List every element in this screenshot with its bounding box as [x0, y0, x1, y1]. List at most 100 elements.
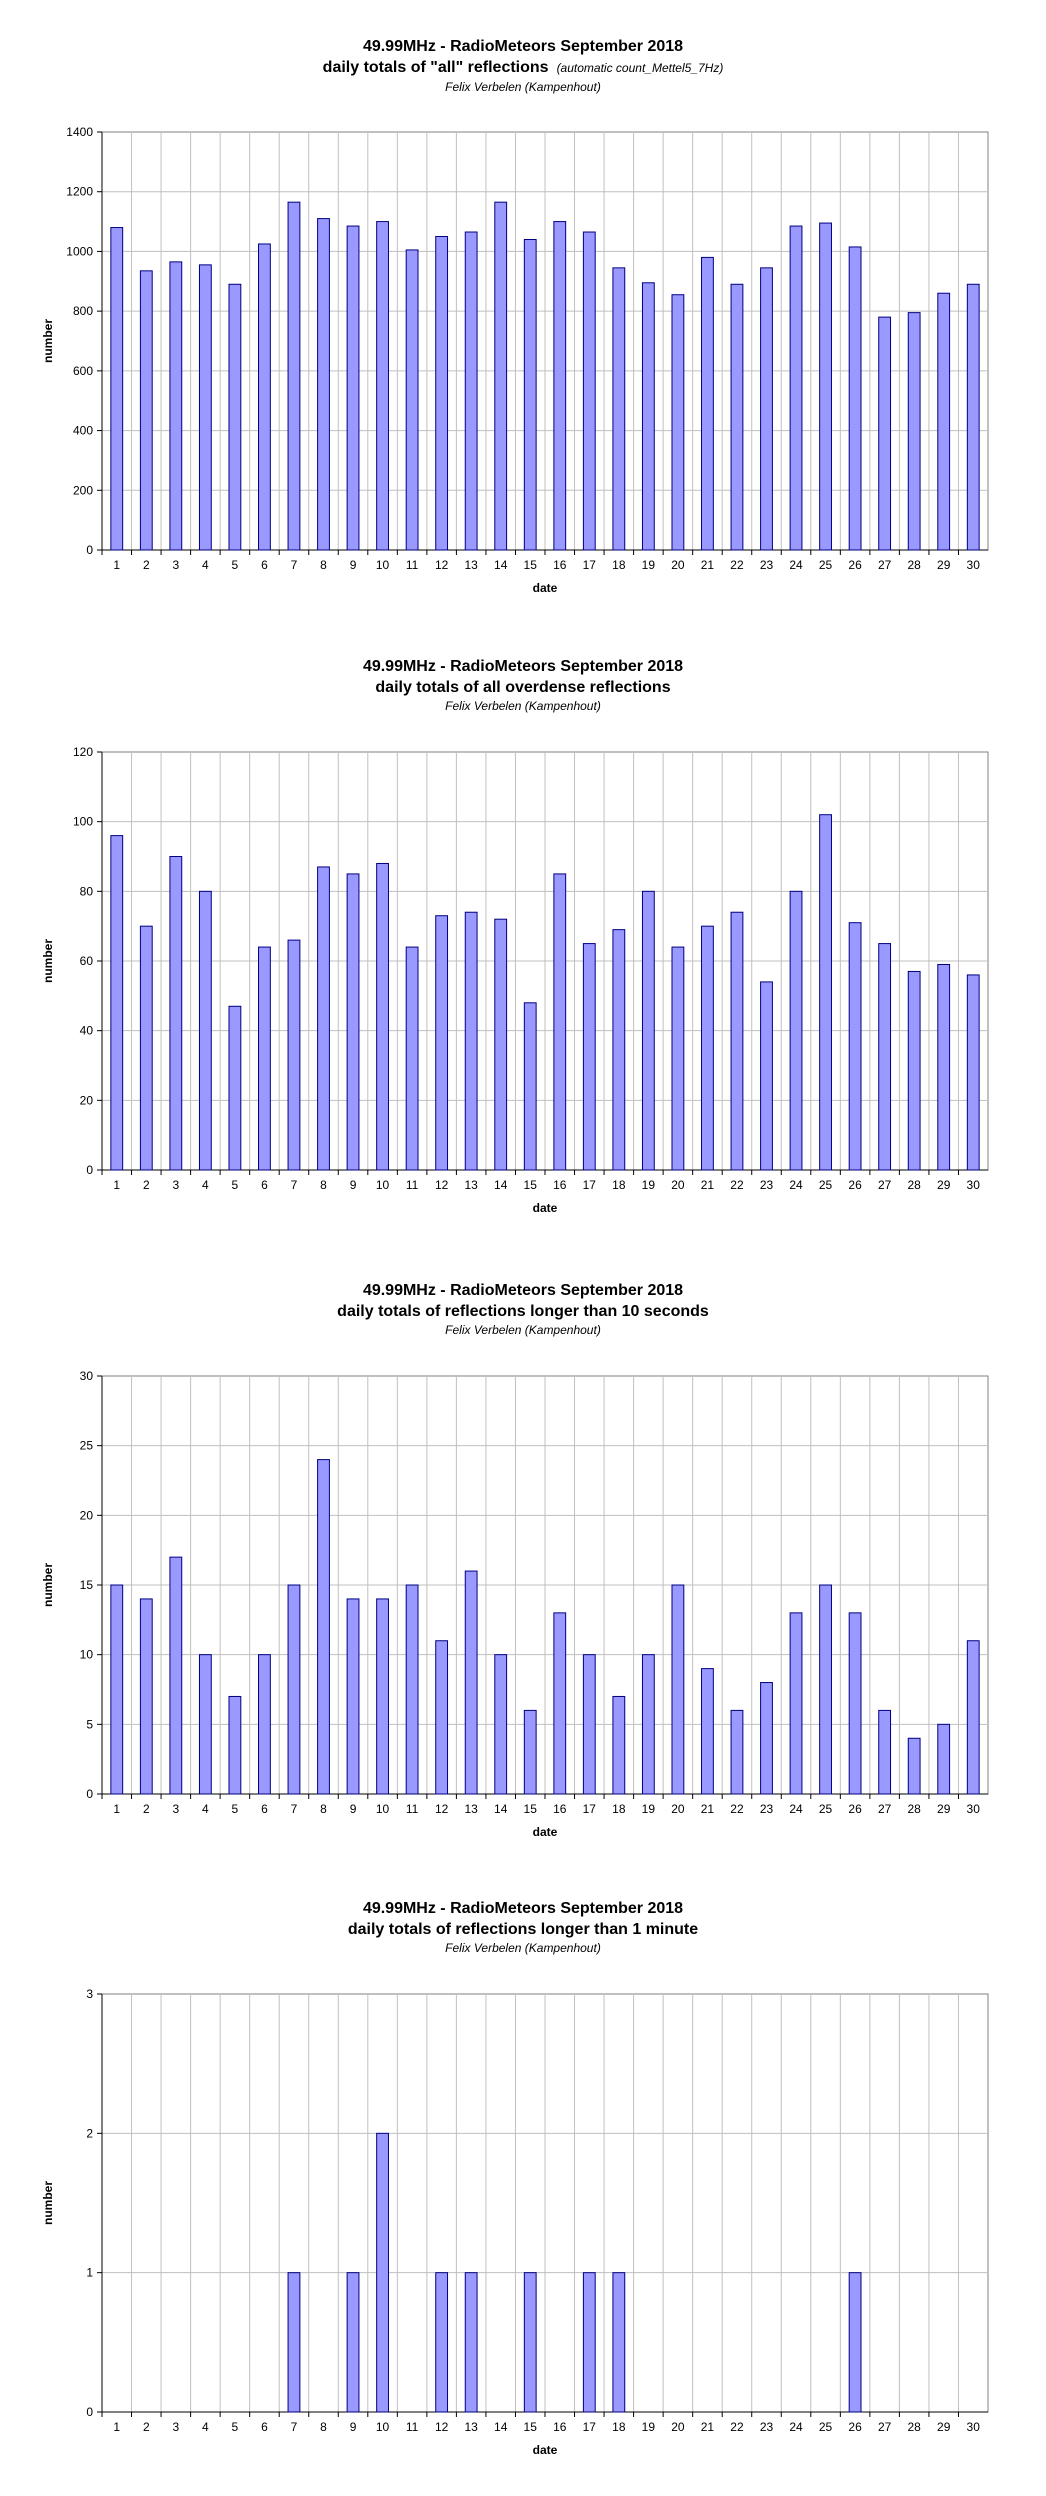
x-tick-label: 3: [172, 2420, 179, 2434]
x-tick-label: 13: [464, 558, 478, 572]
bar: [907, 312, 921, 551]
x-tick-label: 14: [494, 1802, 508, 1816]
bar: [317, 218, 330, 551]
x-axis-label: date: [533, 1201, 558, 1215]
chart-3-author: Felix Verbelen (Kampenhout): [445, 1323, 601, 1337]
bar: [819, 814, 832, 1171]
x-tick-label: 7: [291, 558, 298, 572]
x-tick-label: 25: [819, 1178, 833, 1192]
chart-2-subtitle: daily totals of all overdense reflection…: [0, 677, 1046, 698]
x-tick-label: 2: [143, 2420, 150, 2434]
bar: [139, 270, 153, 551]
bar: [464, 911, 478, 1171]
bar: [730, 1709, 744, 1795]
x-tick-label: 21: [701, 1178, 715, 1192]
bar: [937, 292, 951, 551]
bar: [582, 1654, 596, 1795]
bar: [582, 231, 596, 551]
bar: [405, 1584, 419, 1795]
x-tick-label: 24: [789, 558, 803, 572]
x-tick-label: 17: [583, 1802, 597, 1816]
x-tick-label: 5: [232, 1178, 239, 1192]
x-tick-label: 20: [671, 2420, 685, 2434]
bar: [553, 873, 567, 1171]
bar: [346, 225, 360, 551]
bar: [110, 1584, 124, 1795]
bar: [346, 873, 360, 1171]
x-tick-label: 24: [789, 2420, 803, 2434]
bar: [169, 856, 183, 1171]
x-tick-label: 4: [202, 1178, 209, 1192]
bar: [641, 282, 655, 551]
bar: [139, 1598, 153, 1795]
chart-2-title: 49.99MHz - RadioMeteors September 2018: [362, 658, 684, 675]
x-tick-label: 1: [113, 2420, 120, 2434]
x-tick-label: 3: [172, 558, 179, 572]
x-tick-label: 18: [612, 1802, 626, 1816]
y-tick-label: 5: [86, 1717, 93, 1731]
bar: [523, 238, 537, 551]
x-tick-label: 8: [320, 1178, 327, 1192]
chart-4-subtitle: daily totals of reflections longer than …: [0, 1919, 1046, 1940]
x-tick-label: 13: [464, 1178, 478, 1192]
x-tick-label: 7: [291, 1178, 298, 1192]
x-tick-label: 17: [583, 558, 597, 572]
bar: [435, 1640, 449, 1795]
x-tick-label: 7: [291, 2420, 298, 2434]
bar: [198, 264, 212, 551]
x-tick-label: 5: [232, 1802, 239, 1816]
x-tick-label: 11: [406, 1802, 419, 1816]
bar: [228, 283, 242, 551]
x-tick-label: 17: [583, 2420, 597, 2434]
x-tick-label: 4: [202, 1802, 209, 1816]
bar: [169, 1556, 183, 1795]
bar: [848, 1612, 862, 1795]
chart-3-title: 49.99MHz - RadioMeteors September 2018: [362, 1282, 684, 1299]
bar: [464, 1570, 478, 1795]
x-tick-label: 6: [261, 2420, 268, 2434]
x-tick-label: 12: [435, 558, 449, 572]
x-tick-label: 13: [464, 1802, 478, 1816]
x-tick-label: 29: [937, 2420, 951, 2434]
y-tick-label: 25: [80, 1439, 94, 1453]
bar: [258, 1654, 271, 1795]
chart-4-subtitle-text: daily totals of reflections longer than …: [347, 1921, 699, 1938]
chart-3-subtitle: daily totals of reflections longer than …: [0, 1301, 1046, 1322]
bar: [523, 1002, 537, 1171]
bar: [612, 1695, 626, 1795]
x-tick-label: 1: [113, 1802, 120, 1816]
y-tick-label: 30: [80, 1369, 94, 1383]
x-tick-label: 22: [730, 1802, 744, 1816]
y-axis-label: number: [41, 939, 55, 983]
bar: [730, 911, 744, 1171]
bar: [287, 939, 301, 1171]
bar: [671, 294, 685, 551]
x-tick-label: 28: [907, 2420, 921, 2434]
x-tick-label: 19: [642, 2420, 656, 2434]
bar: [376, 1598, 389, 1795]
chart-1-subtitle-text: daily totals of "all" reflections: [322, 59, 549, 76]
chart-2-title-block: 49.99MHz - RadioMeteors September 2018 d…: [0, 656, 1046, 715]
x-tick-label: 11: [406, 558, 419, 572]
y-tick-label: 1400: [66, 125, 93, 139]
x-tick-label: 4: [202, 2420, 209, 2434]
bar: [966, 1640, 980, 1795]
bar: [376, 862, 389, 1171]
x-tick-label: 3: [172, 1178, 179, 1192]
bar: [287, 201, 301, 551]
x-tick-label: 8: [320, 558, 327, 572]
y-tick-label: 1000: [66, 244, 93, 258]
x-tick-label: 30: [967, 1802, 981, 1816]
x-tick-label: 26: [848, 558, 862, 572]
bar: [198, 890, 212, 1171]
x-tick-label: 21: [701, 1802, 715, 1816]
x-tick-label: 24: [789, 1178, 803, 1192]
bar: [317, 866, 330, 1171]
x-tick-label: 25: [819, 558, 833, 572]
x-tick-label: 28: [907, 558, 921, 572]
x-tick-label: 25: [819, 1802, 833, 1816]
y-tick-label: 2: [86, 2126, 93, 2140]
y-tick-label: 20: [80, 1093, 94, 1107]
bar: [317, 1459, 330, 1795]
